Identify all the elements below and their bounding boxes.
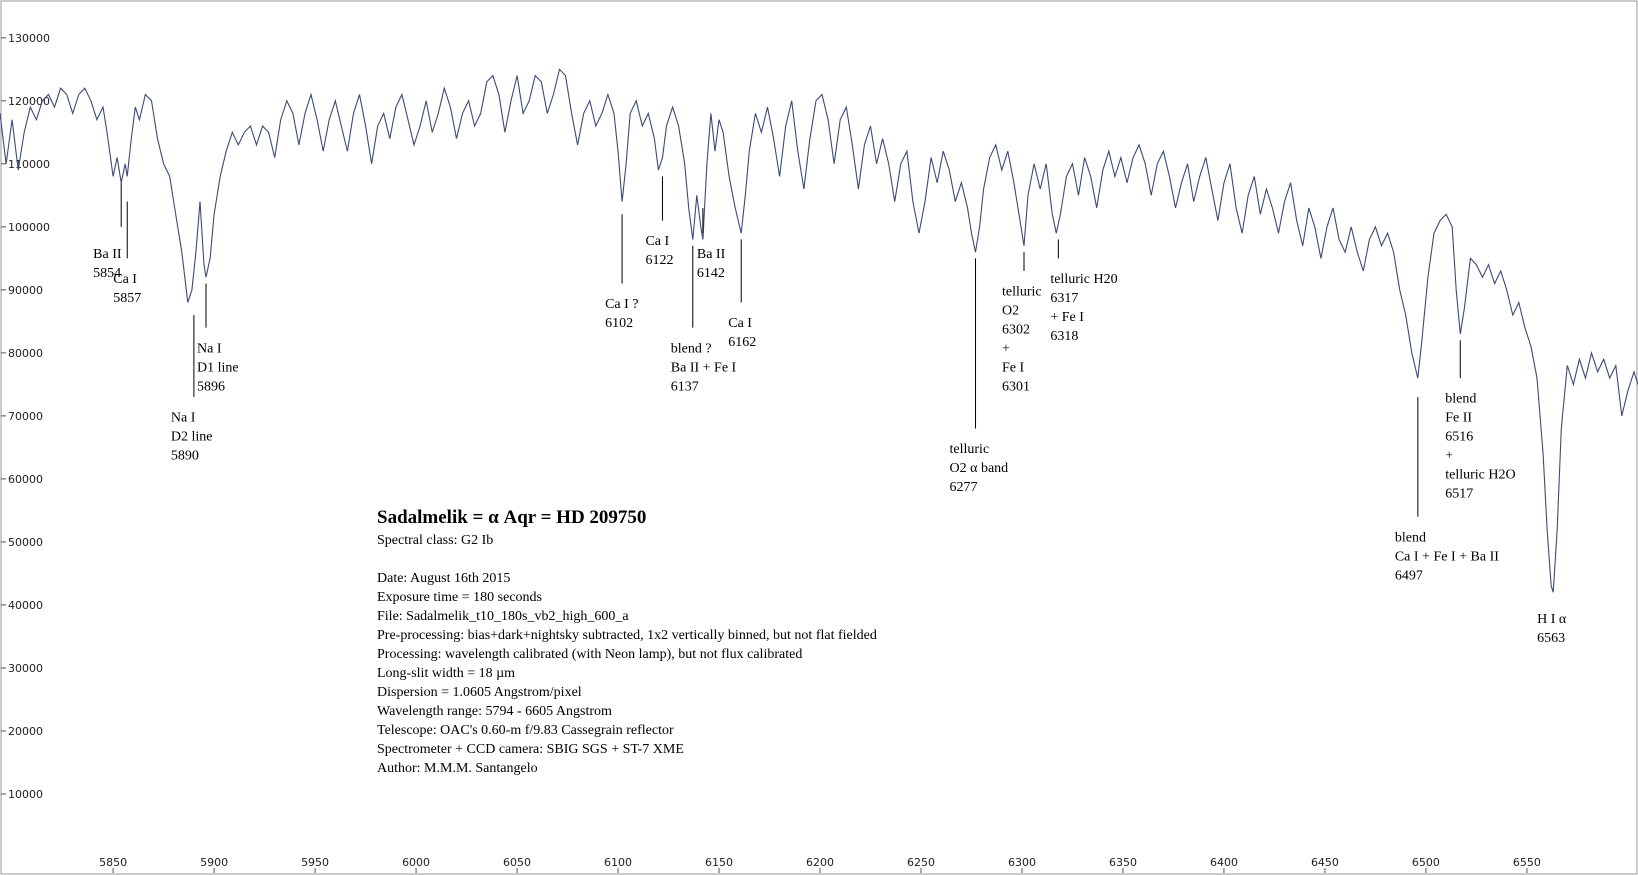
- axes: [1, 37, 1528, 873]
- x-tick-label: 6050: [503, 856, 531, 869]
- annotation-label: 6517: [1445, 487, 1473, 502]
- annotation-label: Ca I: [113, 272, 137, 287]
- annotation-label: telluric H2O: [1445, 468, 1515, 483]
- x-tick-label: 6400: [1210, 856, 1238, 869]
- annotation-label: O2: [1002, 304, 1019, 319]
- info-line-telescope: Telescope: OAC's 0.60-m f/9.83 Cassegrai…: [377, 723, 674, 738]
- annotation-label: blend: [1395, 530, 1426, 545]
- x-tick-label: 6100: [604, 856, 632, 869]
- annotation-label: 6516: [1445, 430, 1473, 445]
- annotation-label: Ba II: [93, 247, 122, 262]
- annotation-label: 5857: [113, 291, 141, 306]
- x-tick-label: 5900: [200, 856, 228, 869]
- annotation-label: telluric: [1002, 285, 1042, 300]
- observation-info: Sadalmelik = α Aqr = HD 209750 Spectral …: [377, 505, 877, 778]
- y-tick-label: 120000: [8, 95, 50, 108]
- info-line-range: Wavelength range: 5794 - 6605 Angstrom: [377, 704, 612, 719]
- info-line-dispersion: Dispersion = 1.0605 Angstrom/pixel: [377, 685, 582, 700]
- y-tick-label: 130000: [8, 32, 50, 45]
- x-tick-label: 6250: [907, 856, 935, 869]
- annotation-label: 6162: [728, 335, 756, 350]
- annotation-label: Ca I: [728, 316, 752, 331]
- annotation-label: 6142: [697, 266, 725, 281]
- x-tick-label: 6150: [705, 856, 733, 869]
- annotation-label: 5896: [197, 379, 225, 394]
- x-tick-label: 6200: [806, 856, 834, 869]
- annotation-label: 6318: [1050, 329, 1078, 344]
- annotation-label: blend: [1445, 392, 1476, 407]
- y-tick-label: 60000: [8, 473, 43, 486]
- x-tick-label: 6350: [1109, 856, 1137, 869]
- x-tick-label: 6000: [402, 856, 430, 869]
- info-line-author: Author: M.M.M. Santangelo: [377, 761, 538, 776]
- annotation-label: Ba II: [697, 247, 726, 262]
- tick-labels: 10000 20000 30000 40000 50000 60000 70000 80000…: [8, 32, 1541, 869]
- annotation-label: +: [1002, 342, 1010, 357]
- annotation-label: blend ?: [671, 341, 712, 356]
- annotation-label: Ca I + Fe I + Ba II: [1395, 549, 1499, 564]
- info-title: Sadalmelik = α Aqr = HD 209750: [377, 507, 647, 528]
- annotation-label: Ba II + Fe I: [671, 360, 737, 375]
- annotation-label: 6277: [950, 480, 978, 495]
- spectral-class: Spectral class: G2 Ib: [377, 533, 494, 548]
- x-tick-label: 6450: [1311, 856, 1339, 869]
- x-tick-label: 5950: [301, 856, 329, 869]
- y-tick-label: 110000: [8, 158, 50, 171]
- info-line-spectrometer: Spectrometer + CCD camera: SBIG SGS + ST…: [377, 742, 684, 757]
- annotation-label: 5890: [171, 449, 199, 464]
- y-tick-label: 100000: [8, 221, 50, 234]
- info-line-slit: Long-slit width = 18 µm: [377, 666, 516, 681]
- annotation-label: Na I: [171, 411, 196, 426]
- annotation-label: Ca I: [645, 234, 669, 249]
- info-line-date: Date: August 16th 2015: [377, 571, 511, 586]
- info-line-processing: Processing: wavelength calibrated (with …: [377, 647, 803, 662]
- annotation-label: Fe I: [1002, 361, 1025, 376]
- annotation-label: H I α: [1537, 612, 1567, 627]
- annotation-label: Na I: [197, 341, 222, 356]
- annotation-label: Fe II: [1445, 411, 1472, 426]
- y-tick-label: 20000: [8, 725, 43, 738]
- annotation-label: + Fe I: [1050, 310, 1084, 325]
- y-tick-label: 50000: [8, 536, 43, 549]
- x-tick-label: 6550: [1513, 856, 1541, 869]
- info-line-file: File: Sadalmelik_t10_180s_vb2_high_600_a: [377, 609, 629, 624]
- annotation-label: 6301: [1002, 380, 1030, 395]
- annotation-label: 6137: [671, 379, 699, 394]
- annotation-label: 6122: [645, 253, 673, 268]
- annotation-label: 5854: [93, 266, 121, 281]
- y-tick-label: 90000: [8, 284, 43, 297]
- y-tick-label: 10000: [8, 788, 43, 801]
- info-line-preprocessing: Pre-processing: bias+dark+nightsky subtr…: [377, 628, 877, 643]
- x-tick-label: 6300: [1008, 856, 1036, 869]
- annotation-label: 6563: [1537, 631, 1565, 646]
- annotation-label: 6102: [605, 316, 633, 331]
- spectrum-line: [0, 68, 1638, 593]
- annotation-label: telluric H20: [1050, 272, 1117, 287]
- y-tick-label: 70000: [8, 410, 43, 423]
- x-tick-label: 5850: [99, 856, 127, 869]
- annotation-label: 6317: [1050, 291, 1078, 306]
- y-tick-label: 80000: [8, 347, 43, 360]
- annotation-label: telluric: [950, 442, 990, 457]
- y-tick-label: 40000: [8, 599, 43, 612]
- annotation-label: Ca I ?: [605, 297, 638, 312]
- annotation-label: 6302: [1002, 323, 1030, 338]
- annotation-label: 6497: [1395, 568, 1423, 583]
- annotation-label: +: [1445, 449, 1453, 464]
- y-tick-label: 30000: [8, 662, 43, 675]
- annotation-label: O2 α band: [950, 461, 1009, 476]
- x-tick-label: 6500: [1412, 856, 1440, 869]
- annotation-label: D1 line: [197, 360, 239, 375]
- info-line-exposure: Exposure time = 180 seconds: [377, 590, 542, 605]
- annotation-label: D2 line: [171, 430, 213, 445]
